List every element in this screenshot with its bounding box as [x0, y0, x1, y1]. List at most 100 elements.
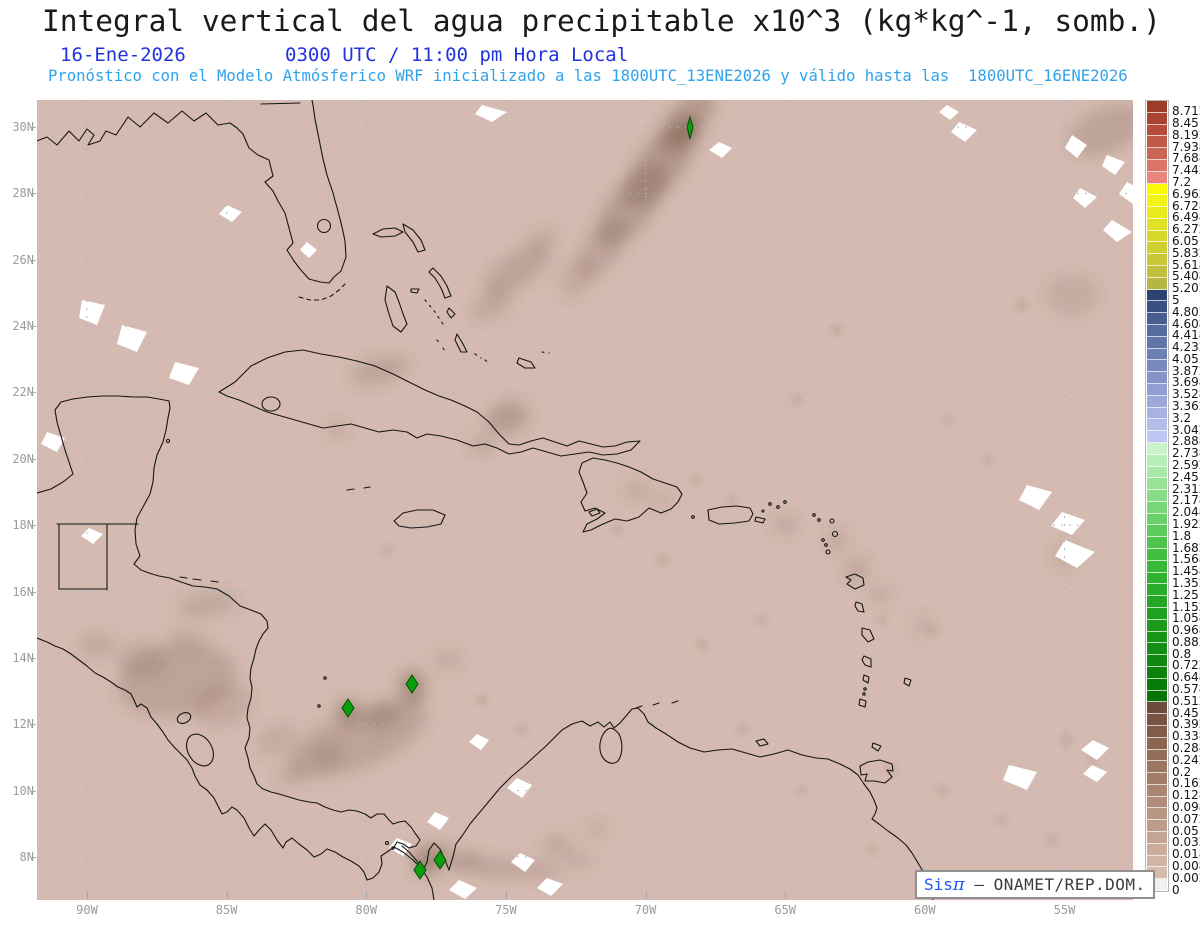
station-marker — [433, 850, 447, 870]
colorbar-label: 5.408 — [1172, 269, 1200, 284]
lat-label: 14N — [12, 650, 34, 665]
colorbar-label: 0.512 — [1172, 693, 1200, 708]
forecast-date: 16-Ene-2026 — [60, 44, 186, 66]
colorbar-label: 0 — [1172, 882, 1180, 897]
colorbar-cell — [1147, 573, 1167, 584]
san-andres — [317, 704, 321, 708]
trinidad — [859, 759, 894, 784]
colorbar-cell — [1147, 679, 1167, 691]
colorbar-cell — [1147, 761, 1167, 773]
lon-label: 85W — [215, 903, 238, 917]
colorbar-label: 3.042 — [1172, 422, 1200, 437]
lat-tick — [30, 193, 36, 195]
colorbar-cell — [1147, 596, 1167, 608]
lat-label: 24N — [12, 319, 34, 334]
colorbar-label: 4.802 — [1172, 304, 1200, 319]
colorbar-cell — [1147, 136, 1167, 148]
station-marker — [686, 115, 694, 140]
colorbar-cell — [1147, 844, 1167, 856]
latlon-grid — [37, 100, 1133, 900]
lat-label: 20N — [12, 451, 34, 466]
colorbar-label: 0.242 — [1172, 752, 1200, 767]
country-borders — [56, 523, 139, 591]
colorbar-cell — [1147, 750, 1167, 761]
lat-tick — [30, 525, 36, 527]
colorbar-label: 0.032 — [1172, 835, 1200, 850]
station-marker — [413, 860, 427, 880]
colorbar-label: 0.882 — [1172, 634, 1200, 649]
lake-managua — [176, 712, 192, 724]
lon-tick — [226, 892, 228, 899]
colorbar-cell — [1147, 632, 1167, 643]
colorbar-cell — [1147, 172, 1167, 184]
colorbar-cell — [1147, 856, 1167, 867]
colorbar-label: 3.872 — [1172, 363, 1200, 378]
margarita — [755, 738, 769, 747]
lake-okeechobee — [316, 218, 332, 234]
coiba-2 — [391, 846, 395, 850]
lat-label: 10N — [12, 783, 34, 798]
colorbar-label: 0.072 — [1172, 811, 1200, 826]
lon-tick — [366, 892, 368, 899]
lat-tick — [30, 259, 36, 261]
lat-tick — [30, 856, 36, 858]
colorbar-label: 0.578 — [1172, 682, 1200, 697]
colorbar-label: 0.45 — [1172, 705, 1199, 720]
colorbar — [1145, 100, 1169, 892]
colorbar-cell — [1147, 101, 1167, 113]
colorbar-label: 5.832 — [1172, 245, 1200, 260]
colorbar-label: 1.922 — [1172, 516, 1200, 531]
colorbar-label: 0.338 — [1172, 729, 1200, 744]
colorbar-cell — [1147, 726, 1167, 738]
lake-maracaibo — [599, 727, 623, 764]
colorbar-cell — [1147, 608, 1167, 620]
colorbar-cell — [1147, 419, 1167, 431]
lat-tick — [30, 790, 36, 792]
lat-label: 16N — [12, 584, 34, 599]
bay-islands — [179, 576, 219, 583]
colorbar-label: 5 — [1172, 292, 1180, 307]
lat-label: 12N — [12, 717, 34, 732]
colorbar-label: 7.2 — [1172, 175, 1192, 190]
lat-label: 28N — [12, 186, 34, 201]
colorbar-cell — [1147, 184, 1167, 195]
colorbar-label: 0.008 — [1172, 858, 1200, 873]
lat-tick — [30, 326, 36, 328]
lat-tick — [30, 458, 36, 460]
colorbar-cell — [1147, 431, 1167, 443]
colorbar-label: 1.568 — [1172, 552, 1200, 567]
gonave — [588, 508, 601, 517]
coastlines — [37, 100, 934, 900]
colorbar-label: 6.498 — [1172, 210, 1200, 225]
colorbar-cell — [1147, 549, 1167, 561]
colorbar-label: 1.058 — [1172, 611, 1200, 626]
colorbar-label: 3.698 — [1172, 375, 1200, 390]
colorbar-cell — [1147, 714, 1167, 726]
lat-tick — [30, 657, 36, 659]
colorbar-label: 1.352 — [1172, 575, 1200, 590]
colorbar-label: 7.938 — [1172, 139, 1200, 154]
colorbar-label: 0.8 — [1172, 646, 1192, 661]
jamaica — [393, 509, 446, 529]
bahamas — [372, 223, 536, 369]
dry-patches — [41, 105, 1133, 899]
colorbar-label: 8.45 — [1172, 116, 1199, 131]
colorbar-cell — [1147, 408, 1167, 419]
lon-label: 80W — [355, 903, 378, 917]
colorbar-cell — [1147, 337, 1167, 349]
colorbar-cell — [1147, 467, 1167, 478]
colorbar-cell — [1147, 820, 1167, 832]
colorbar-label: 5.618 — [1172, 257, 1200, 272]
colorbar-cell — [1147, 561, 1167, 573]
lat-label: 26N — [12, 252, 34, 267]
pi-symbol: π — [952, 874, 965, 895]
colorbar-cell — [1147, 525, 1167, 537]
attribution-org: ONAMET/REP.DOM. — [993, 875, 1146, 894]
colorbar-cell — [1147, 643, 1167, 655]
colorbar-cell — [1147, 738, 1167, 750]
lat-label: 8N — [19, 849, 34, 864]
colorbar-cell — [1147, 160, 1167, 172]
colorbar-label: 2.888 — [1172, 434, 1200, 449]
colorbar-label: 2.738 — [1172, 446, 1200, 461]
